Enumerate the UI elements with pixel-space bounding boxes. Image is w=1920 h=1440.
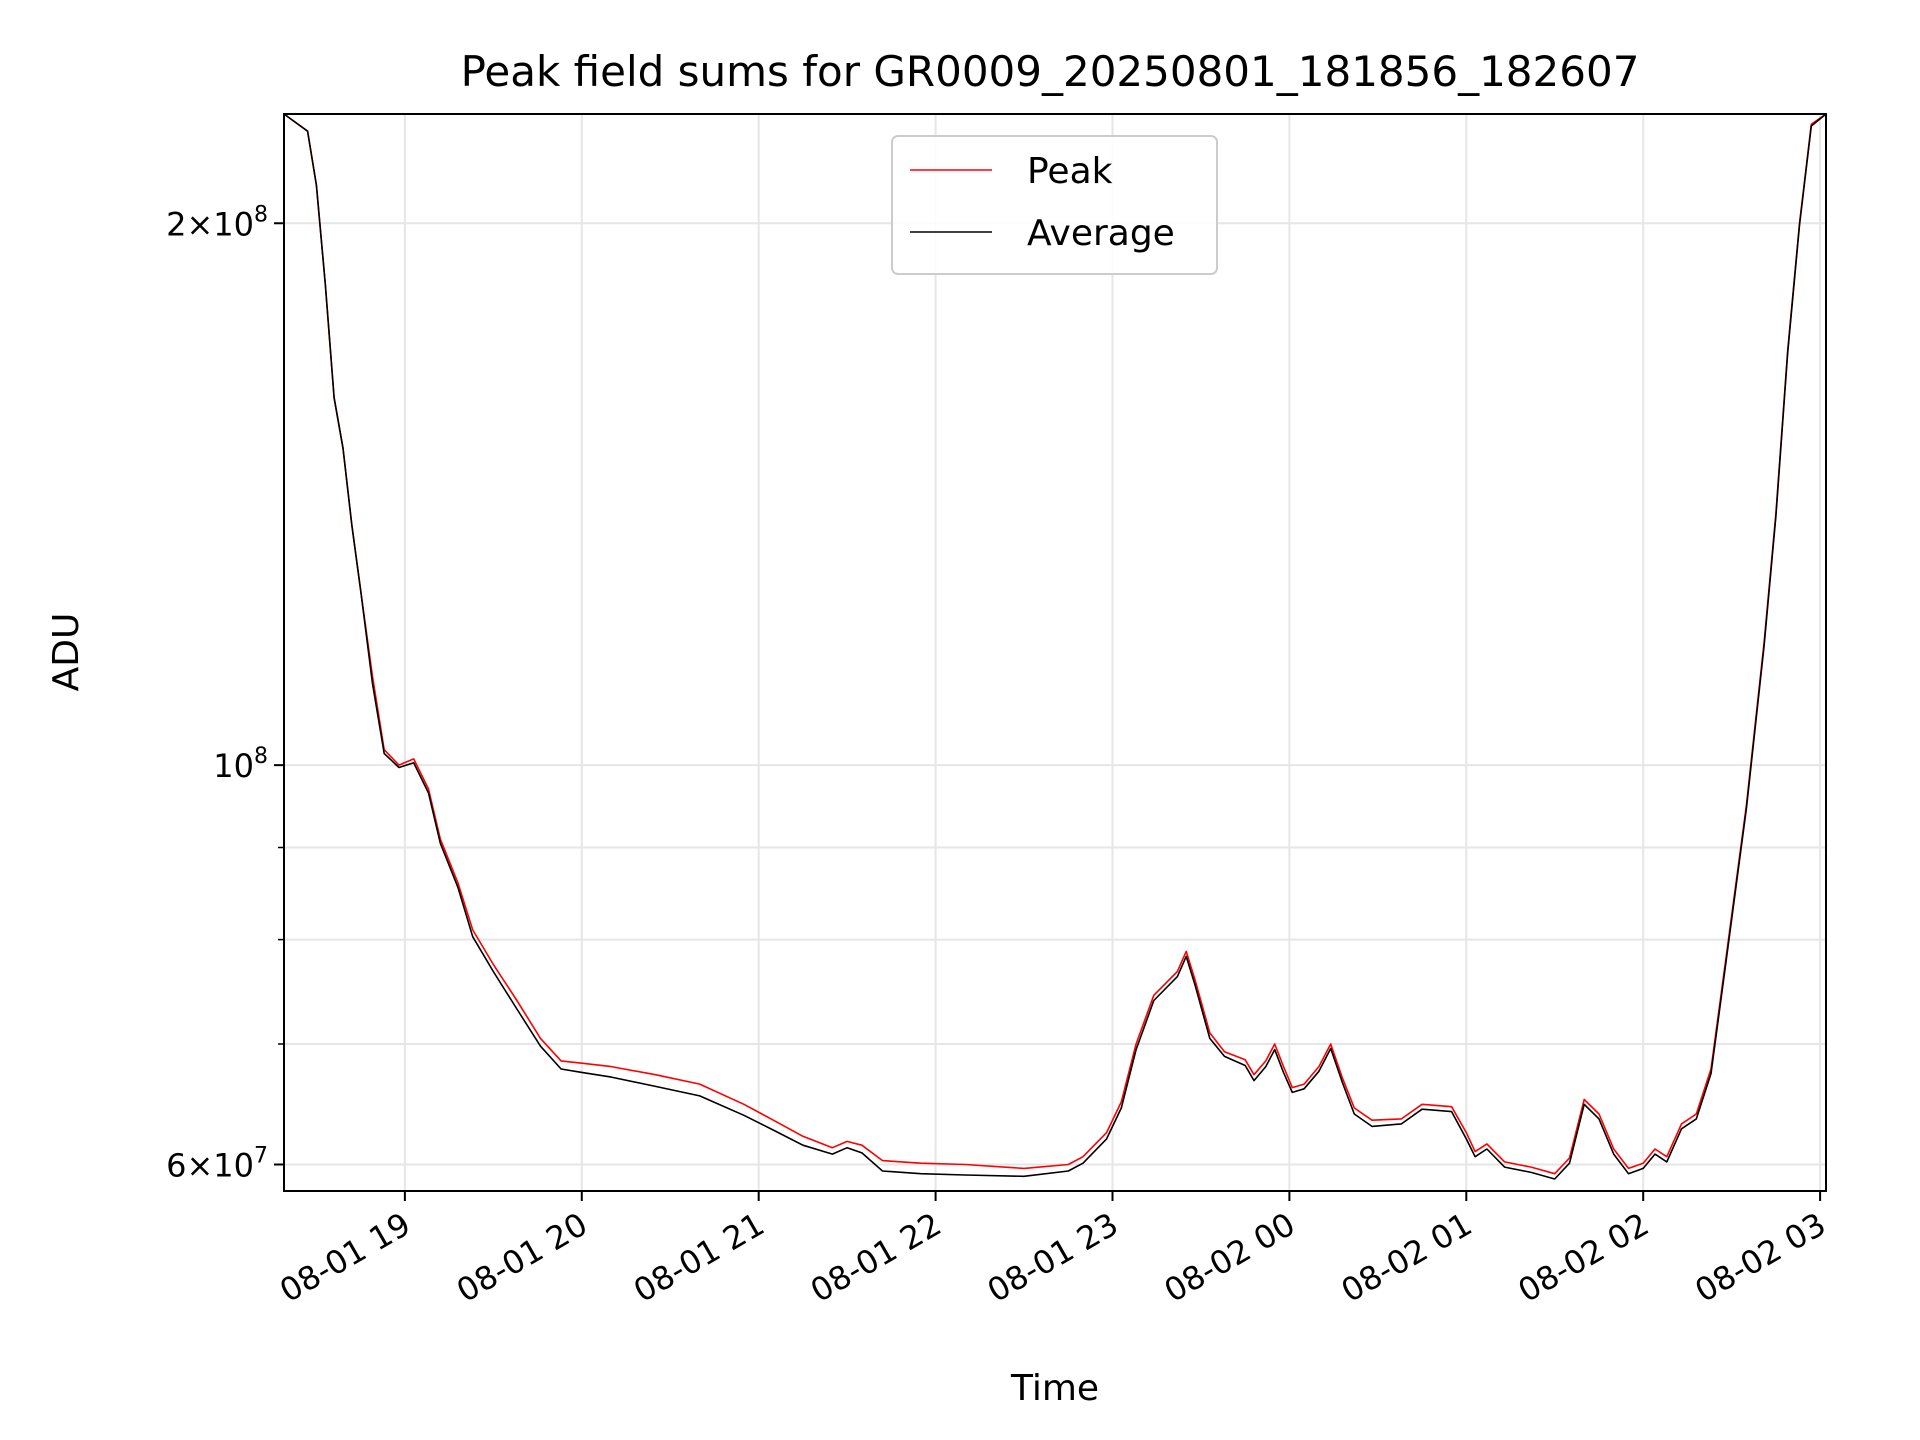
series-line-peak (283, 113, 1827, 1175)
y-tick-label: 6×107 (166, 1143, 268, 1184)
x-tick-label: 08-01 23 (981, 1205, 1125, 1310)
x-tick-label: 08-01 22 (804, 1205, 948, 1310)
chart-title: Peak field sums for GR0009_20250801_1818… (461, 47, 1640, 96)
y-axis: 6×107 108 2×108 (166, 202, 284, 1184)
series-lines (283, 113, 1827, 1180)
x-axis: 08-01 19 08-01 20 08-01 21 08-01 22 08-01 23… (273, 1191, 1832, 1310)
plot-area-frame (283, 113, 1827, 1192)
y-tick-label: 2×108 (166, 202, 268, 243)
y-tick-label: 108 (213, 744, 268, 785)
x-tick-label: 08-01 21 (627, 1205, 771, 1310)
grid-lines (284, 114, 1826, 1191)
x-tick-label: 08-02 03 (1689, 1205, 1833, 1310)
x-tick-label: 08-01 19 (273, 1205, 417, 1310)
x-tick-label: 08-02 01 (1335, 1205, 1479, 1310)
series-line-average (283, 113, 1827, 1180)
legend-label-average: Average (1027, 213, 1175, 254)
legend: Peak Average (891, 135, 1218, 275)
x-tick-label: 08-02 02 (1512, 1205, 1656, 1310)
y-axis-label: ADU (46, 613, 87, 692)
x-tick-label: 08-02 00 (1158, 1205, 1302, 1310)
x-tick-label: 08-01 20 (450, 1205, 594, 1310)
x-axis-label: Time (1010, 1368, 1099, 1409)
legend-label-peak: Peak (1027, 151, 1113, 192)
